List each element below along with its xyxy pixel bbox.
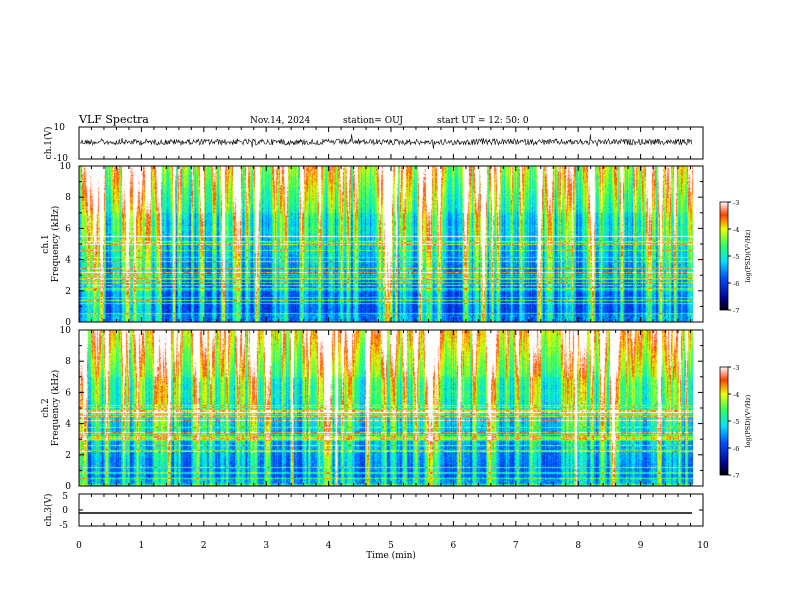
time-tick-label: 7 <box>513 541 519 551</box>
ch2-colorbar-ramp <box>719 366 729 476</box>
freq-tick-label: 6 <box>65 388 71 398</box>
time-tick-label: 3 <box>263 541 269 551</box>
time-tick-label: 1 <box>139 541 145 551</box>
colorbar-tick-label: -4 <box>733 226 739 234</box>
time-tick-label: 8 <box>575 541 581 551</box>
ch2-colorbar-label: log(PSD)(V²/Hz) <box>744 394 752 447</box>
freq-tick-label: 8 <box>65 357 71 367</box>
ch1-spec-ylabel-top: ch.1 <box>41 234 51 253</box>
ch1-colorbar-ramp <box>719 201 729 311</box>
freq-tick-label: 4 <box>65 256 71 266</box>
ch1-spec-ylabel: Frequency (kHz) <box>50 206 61 283</box>
time-tick-label: 2 <box>201 541 207 551</box>
freq-tick-label: 2 <box>65 451 71 461</box>
colorbar-tick-label: -7 <box>733 307 739 315</box>
ch3-ytick-5: 5 <box>62 492 68 502</box>
time-tick-label: 9 <box>638 541 644 551</box>
colorbar-tick-label: -5 <box>733 253 739 261</box>
freq-tick-label: 0 <box>65 482 71 492</box>
ch3-ytick-0: 0 <box>62 506 68 516</box>
freq-tick-label: 4 <box>65 420 71 430</box>
chart-title: VLF Spectra <box>78 113 149 126</box>
ch1-waveform-trace <box>79 134 693 149</box>
colorbar-tick-label: -3 <box>733 199 739 207</box>
colorbar-tick-label: -6 <box>733 445 739 453</box>
colorbar-tick-label: -7 <box>733 472 739 480</box>
freq-tick-label: 0 <box>65 318 71 328</box>
freq-tick-label: 6 <box>65 224 71 234</box>
colorbar-tick-label: -3 <box>733 364 739 372</box>
x-axis-label: Time (min) <box>366 550 416 561</box>
ch1-ylabel: ch.1(V) <box>43 127 54 160</box>
colorbar-tick-label: -5 <box>733 418 739 426</box>
ch3-ylabel: ch.3(V) <box>43 494 54 527</box>
date-label: Nov.14, 2024 <box>250 116 311 126</box>
time-tick-label: 4 <box>326 541 332 551</box>
station-label: station= OUJ <box>343 116 403 126</box>
time-tick-label: 5 <box>388 541 394 551</box>
ch1-ytick-minus10: -10 <box>54 154 69 164</box>
colorbar-tick-label: -6 <box>733 280 739 288</box>
freq-tick-label: 8 <box>65 193 71 203</box>
ch1-waveform-path <box>79 134 693 149</box>
freq-tick-label: 10 <box>60 162 72 172</box>
ch1-spectrogram <box>79 166 703 322</box>
ch2-spectrogram <box>79 330 703 486</box>
time-tick-label: 10 <box>697 541 709 551</box>
time-tick-label: 6 <box>451 541 457 551</box>
freq-tick-label: 2 <box>65 287 71 297</box>
ch2-spec-ylabel-top: ch.2 <box>41 398 51 417</box>
ch1-colorbar-label: log(PSD)(V²/Hz) <box>744 229 752 282</box>
freq-tick-label: 10 <box>60 326 72 336</box>
ch3-ytick-minus5: -5 <box>59 521 68 531</box>
ch1-ytick-10: 10 <box>54 123 66 133</box>
ch2-colorbar: -3 -4 -5 -6 -7 log(PSD)(V²/Hz) <box>719 364 752 480</box>
ch1-colorbar: -3 -4 -5 -6 -7 log(PSD)(V²/Hz) <box>719 199 752 315</box>
ch2-spec-ylabel: Frequency (kHz) <box>50 370 61 447</box>
colorbar-tick-label: -4 <box>733 391 739 399</box>
start-time-label: start UT = 12: 50: 0 <box>437 116 529 126</box>
time-tick-label: 0 <box>76 541 82 551</box>
